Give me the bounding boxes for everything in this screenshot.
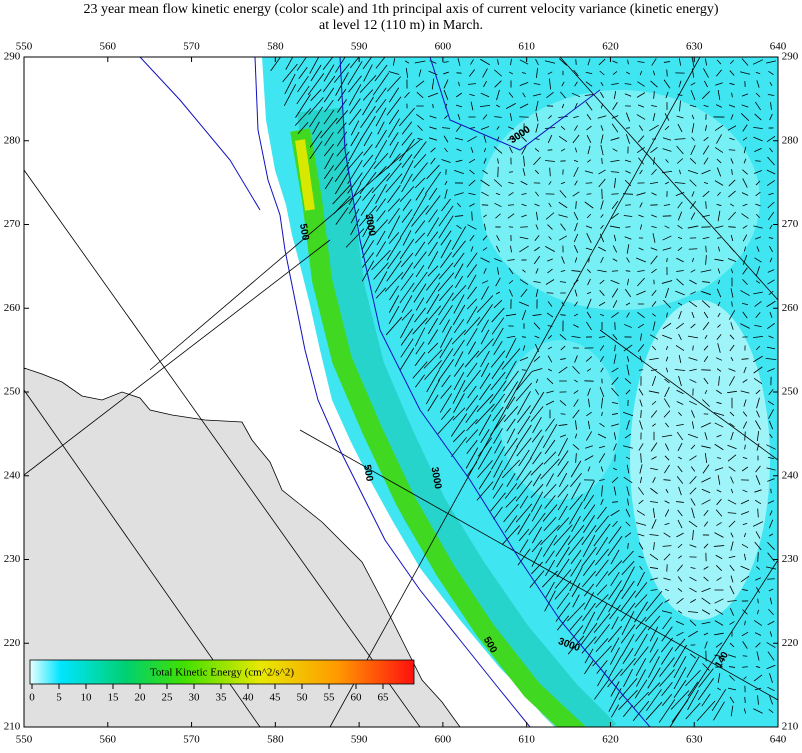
y-tick-label: 270 (782, 218, 799, 230)
y-tick-label: 250 (4, 386, 21, 398)
colorbar-tick-label: 0 (29, 692, 35, 704)
x-tick-label: 550 (16, 734, 33, 746)
variance-axis (767, 579, 775, 580)
variance-axis (758, 599, 759, 604)
y-tick-label: 290 (782, 51, 799, 63)
y-tick-label: 240 (782, 469, 799, 481)
y-tick-label: 220 (782, 637, 799, 649)
y-tick-label: 280 (4, 134, 21, 146)
colorbar-tick-label: 25 (162, 692, 174, 704)
y-tick-label: 260 (4, 302, 21, 314)
variance-axis (771, 489, 772, 493)
y-tick-label: 290 (4, 51, 21, 63)
colorbar-tick-label: 10 (81, 692, 93, 704)
x-tick-label: 590 (351, 734, 368, 746)
x-tick-label: 580 (267, 734, 284, 746)
x-tick-label: 560 (100, 734, 117, 746)
variance-axis (587, 194, 592, 195)
colorbar-tick-label: 15 (108, 692, 120, 704)
colorbar-tick-label: 5 (56, 692, 62, 704)
variance-axis (433, 104, 434, 108)
variance-axis (602, 158, 603, 164)
colorbar-tick-label: 45 (270, 692, 282, 704)
variance-axis (667, 258, 668, 262)
x-tick-label: 600 (435, 734, 452, 746)
x-tick-label: 610 (518, 734, 535, 746)
x-tick-label: 600 (435, 41, 452, 53)
colorbar-tick-label: 35 (216, 692, 228, 704)
x-tick-label: 570 (183, 41, 200, 53)
x-tick-label: 630 (686, 734, 703, 746)
colorbar-tick-label: 50 (297, 692, 309, 704)
colorbar-label: Total Kinetic Energy (cm^2/s^2) (150, 667, 294, 679)
field: Total Kinetic Energy (cm^2/s^2) (24, 50, 778, 740)
title-line: at level 12 (110 m) in March. (319, 18, 483, 33)
variance-axis (508, 205, 514, 206)
colorbar-tick-label: 65 (378, 692, 390, 704)
variance-axis (612, 271, 618, 272)
variance-axis (689, 249, 697, 250)
variance-axis (509, 227, 513, 228)
x-tick-label: 560 (100, 41, 117, 53)
colorbar-tick-label: 40 (243, 692, 255, 704)
y-tick-label: 210 (4, 721, 21, 733)
variance-axis (625, 227, 630, 228)
variance-axis (743, 656, 748, 657)
x-tick-label: 620 (602, 734, 619, 746)
x-tick-label: 570 (183, 734, 200, 746)
variance-axis (472, 211, 473, 220)
variance-axis (522, 370, 526, 371)
colorbar-tick-label: 30 (189, 692, 201, 704)
variance-axis (615, 322, 616, 330)
y-tick-label: 240 (4, 469, 21, 481)
y-tick-label: 210 (782, 721, 799, 733)
x-tick-label: 640 (770, 734, 787, 746)
y-tick-label: 260 (782, 302, 799, 314)
x-tick-label: 580 (267, 41, 284, 53)
y-tick-label: 230 (4, 553, 21, 565)
y-tick-label: 280 (782, 134, 799, 146)
y-tick-label: 230 (782, 553, 799, 565)
x-tick-label: 620 (602, 41, 619, 53)
colorbar-tick-label: 60 (351, 692, 363, 704)
x-tick-label: 590 (351, 41, 368, 53)
y-tick-label: 270 (4, 218, 21, 230)
y-tick-label: 250 (782, 386, 799, 398)
variance-axis (625, 205, 631, 206)
variance-axis (758, 552, 759, 562)
y-tick-label: 220 (4, 637, 21, 649)
x-tick-label: 630 (686, 41, 703, 53)
low-energy (630, 300, 770, 620)
colorbar-tick-label: 20 (135, 692, 147, 704)
low-energy (480, 90, 760, 310)
title-line: 23 year mean flow kinetic energy (color … (83, 2, 718, 17)
low-energy (500, 340, 620, 500)
variance-axis (576, 59, 577, 65)
x-tick-label: 610 (518, 41, 535, 53)
colorbar-tick-label: 55 (324, 692, 336, 704)
